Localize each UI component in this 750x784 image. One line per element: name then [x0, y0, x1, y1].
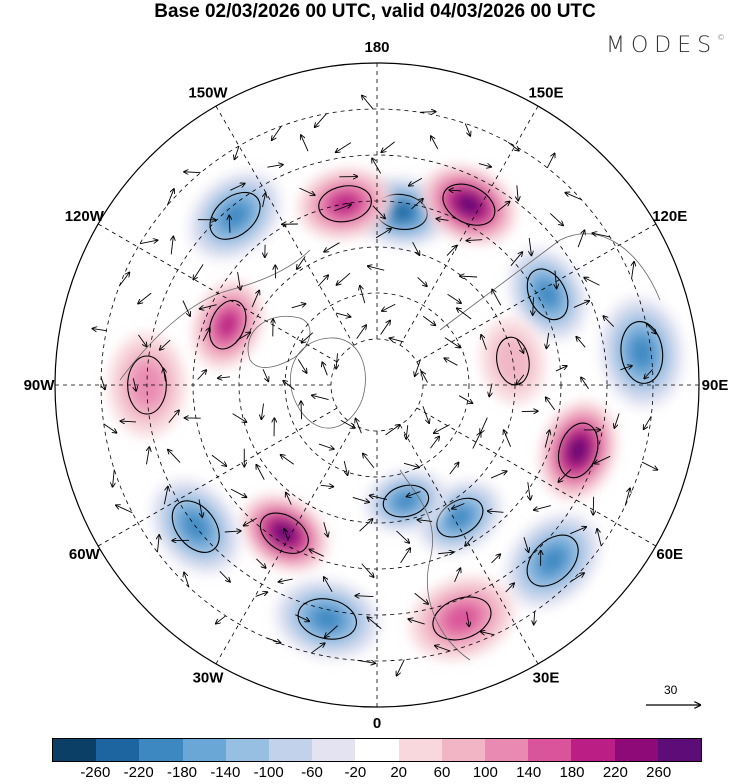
colorbar-tick-label: -100	[254, 764, 284, 781]
longitude-label: 150W	[188, 84, 228, 101]
colorbar-swatch	[571, 739, 614, 761]
colorbar-swatch	[226, 739, 269, 761]
colorbar-tick-label: -140	[210, 764, 240, 781]
colorbar-tick-label: 220	[603, 764, 628, 781]
wind-reference-arrow	[644, 698, 706, 712]
colorbar-tick-label: 260	[646, 764, 671, 781]
longitude-label: 90W	[24, 377, 56, 394]
longitude-label: 0	[373, 715, 381, 732]
colorbar-swatch	[615, 739, 658, 761]
longitude-label: 60E	[656, 546, 683, 563]
longitude-label: 30E	[533, 670, 560, 687]
colorbar-tick-label: 100	[473, 764, 498, 781]
colorbar-swatch	[96, 739, 139, 761]
colorbar-tick-label: 140	[516, 764, 541, 781]
colorbar-tick-label: -20	[344, 764, 366, 781]
colorbar-swatch	[442, 739, 485, 761]
colorbar-tick-label: -180	[167, 764, 197, 781]
longitude-label: 120E	[652, 208, 687, 225]
colorbar-swatch	[399, 739, 442, 761]
colorbar-swatch	[139, 739, 182, 761]
colorbar-tick-label: -220	[124, 764, 154, 781]
colorbar-swatch	[658, 739, 701, 761]
colorbar-tick-label: 20	[390, 764, 407, 781]
colorbar-swatch	[355, 739, 398, 761]
colorbar-swatch	[312, 739, 355, 761]
colorbar-labels: -260 -220 -180 -140 -100 -60 -20 20 60 100 140 180 2…	[0, 764, 750, 784]
colorbar-swatch	[183, 739, 226, 761]
longitude-label: 180	[364, 39, 389, 56]
wind-vector	[593, 497, 594, 515]
longitude-label: 90E	[702, 377, 729, 394]
longitude-label: 30W	[193, 670, 225, 687]
colorbar-tick-label: -260	[80, 764, 110, 781]
colorbar-swatch	[269, 739, 312, 761]
colorbar-tick-label: -60	[301, 764, 323, 781]
colorbar-tick-label: 180	[559, 764, 584, 781]
longitude-label: 60W	[69, 546, 101, 563]
colorbar	[52, 738, 702, 762]
longitude-label: 120W	[65, 208, 105, 225]
wind-reference-label: 30	[664, 683, 677, 697]
colorbar-swatch	[485, 739, 528, 761]
polar-map: 180 150E 120E 90E 60E 30E 0 30W 60W 90W 120W 150W	[0, 0, 750, 740]
longitude-label: 150E	[528, 84, 563, 101]
wind-vector	[301, 401, 302, 419]
colorbar-swatch	[528, 739, 571, 761]
colorbar-tick-label: 60	[434, 764, 451, 781]
colorbar-swatch	[53, 739, 96, 761]
